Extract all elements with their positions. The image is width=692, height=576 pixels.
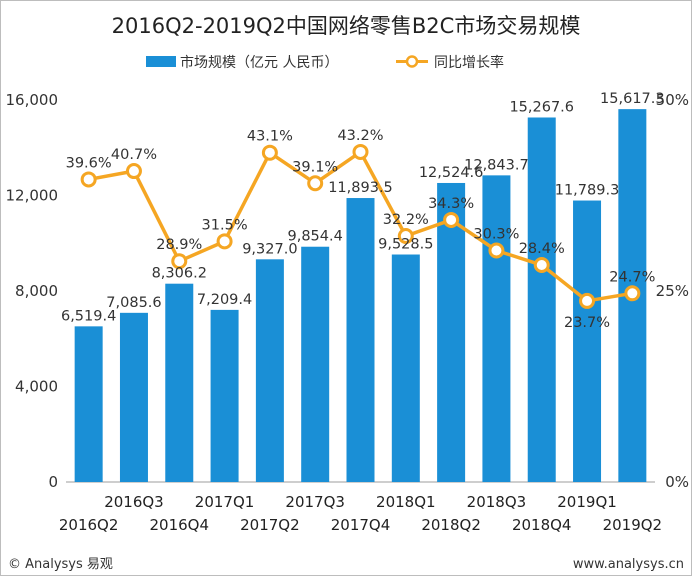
bar-value-label: 6,519.4 [61, 308, 116, 324]
bar-value-label: 11,893.5 [328, 180, 393, 196]
x-category-label: 2019Q1 [557, 493, 617, 511]
growth-value-label: 32.2% [383, 212, 429, 228]
growth-value-label: 30.3% [473, 227, 519, 243]
growth-value-label: 39.6% [66, 155, 112, 171]
legend-swatch-bar [146, 56, 176, 67]
growth-value-label: 24.7% [609, 269, 655, 285]
bar-value-label: 12,524.6 [419, 165, 484, 181]
growth-point [397, 227, 414, 244]
bar-value-label: 9,854.4 [288, 229, 343, 245]
growth-value-label: 34.3% [428, 196, 474, 212]
legend: 市场规模（亿元 人民币） 同比增长率 [146, 54, 504, 71]
bar [255, 259, 284, 482]
bar [74, 326, 103, 482]
x-category-label: 2016Q2 [59, 516, 119, 534]
growth-point [216, 233, 233, 250]
growth-value-label: 31.5% [202, 217, 248, 233]
bar [346, 198, 375, 482]
footer-website: www.analysys.cn [572, 557, 684, 572]
bar-value-label: 11,789.3 [555, 183, 620, 199]
growth-point [579, 292, 596, 309]
bar-value-label: 8,306.2 [152, 266, 207, 282]
growth-value-label: 40.7% [111, 147, 157, 163]
footer-copyright: © Analysys 易观 [8, 557, 113, 572]
growth-point [624, 285, 641, 302]
legend-label-bar: 市场规模（亿元 人民币） [180, 54, 338, 71]
growth-value-label: 28.9% [156, 237, 202, 253]
bar-value-label: 9,327.0 [242, 241, 297, 257]
x-category-label: 2018Q1 [376, 493, 436, 511]
y-left-tick-label: 8,000 [15, 282, 58, 300]
bar-value-label: 7,085.6 [106, 295, 161, 311]
x-category-label: 2018Q3 [467, 493, 527, 511]
x-category-label: 2016Q3 [104, 493, 164, 511]
bar [437, 182, 466, 483]
growth-point [171, 253, 188, 270]
x-category-label: 2017Q4 [331, 516, 391, 534]
growth-value-label: 28.4% [519, 241, 565, 257]
growth-value-label: 43.1% [247, 129, 293, 145]
legend-label-line: 同比增长率 [434, 54, 504, 71]
growth-point [352, 143, 369, 160]
legend-swatch-marker [405, 55, 419, 68]
line-series [80, 143, 641, 309]
x-category-label: 2017Q3 [285, 493, 345, 511]
y-left-tick-label: 0 [48, 473, 58, 491]
bar-value-label: 7,209.4 [197, 292, 252, 308]
chart-title: 2016Q2-2019Q2中国网络零售B2C市场交易规模 [112, 14, 581, 38]
x-category-label: 2018Q4 [512, 516, 572, 534]
bar [391, 254, 420, 482]
bar [573, 200, 602, 482]
y-left-tick-label: 16,000 [6, 91, 59, 109]
bar-value-label: 15,267.6 [509, 99, 574, 115]
bar [527, 117, 556, 482]
x-category-label: 2016Q4 [150, 516, 210, 534]
growth-value-label: 23.7% [564, 315, 610, 331]
growth-point [261, 144, 278, 161]
y-left-tick-label: 12,000 [6, 187, 59, 205]
bar [165, 283, 194, 482]
y-right-tick-label: 0% [665, 473, 689, 491]
axes: 0 4,000 8,000 12,000 16,000 0% 25% 50% 2016Q2 201… [6, 91, 690, 534]
bar [482, 175, 511, 482]
bar-value-label: 9,528.5 [378, 237, 433, 253]
y-right-tick-label: 25% [656, 282, 689, 300]
growth-point [307, 175, 324, 192]
x-category-label: 2018Q2 [421, 516, 481, 534]
x-category-label: 2019Q2 [603, 516, 663, 534]
growth-point [125, 163, 142, 180]
growth-point [488, 242, 505, 259]
growth-point [443, 211, 460, 228]
growth-point [533, 257, 550, 274]
y-right-tick-label: 50% [656, 91, 689, 109]
growth-point [80, 171, 97, 188]
bar [119, 312, 148, 482]
growth-value-label: 39.1% [292, 159, 338, 175]
bar-value-label: 15,617.3 [600, 91, 665, 107]
bar-value-label: 12,843.7 [464, 157, 529, 173]
x-category-label: 2017Q1 [195, 493, 255, 511]
growth-value-label: 43.2% [337, 128, 383, 144]
data-labels: 6,519.47,085.6 8,306.2 7,209.4 9,327.09,854… [61, 91, 665, 331]
bar [210, 309, 239, 482]
y-left-tick-label: 4,000 [15, 378, 58, 396]
x-category-label: 2017Q2 [240, 516, 300, 534]
bar [301, 246, 330, 482]
